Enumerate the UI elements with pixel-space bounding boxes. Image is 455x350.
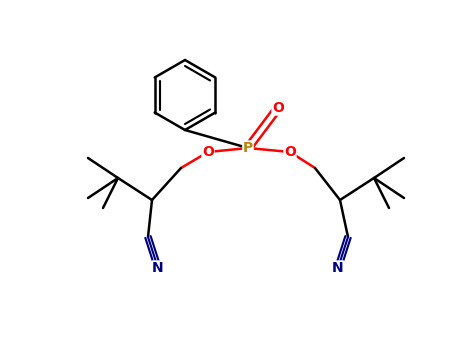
- Text: O: O: [284, 145, 296, 159]
- Text: P: P: [243, 141, 253, 155]
- Text: N: N: [332, 261, 344, 275]
- Text: N: N: [152, 261, 164, 275]
- Text: O: O: [272, 101, 284, 115]
- Text: O: O: [202, 145, 214, 159]
